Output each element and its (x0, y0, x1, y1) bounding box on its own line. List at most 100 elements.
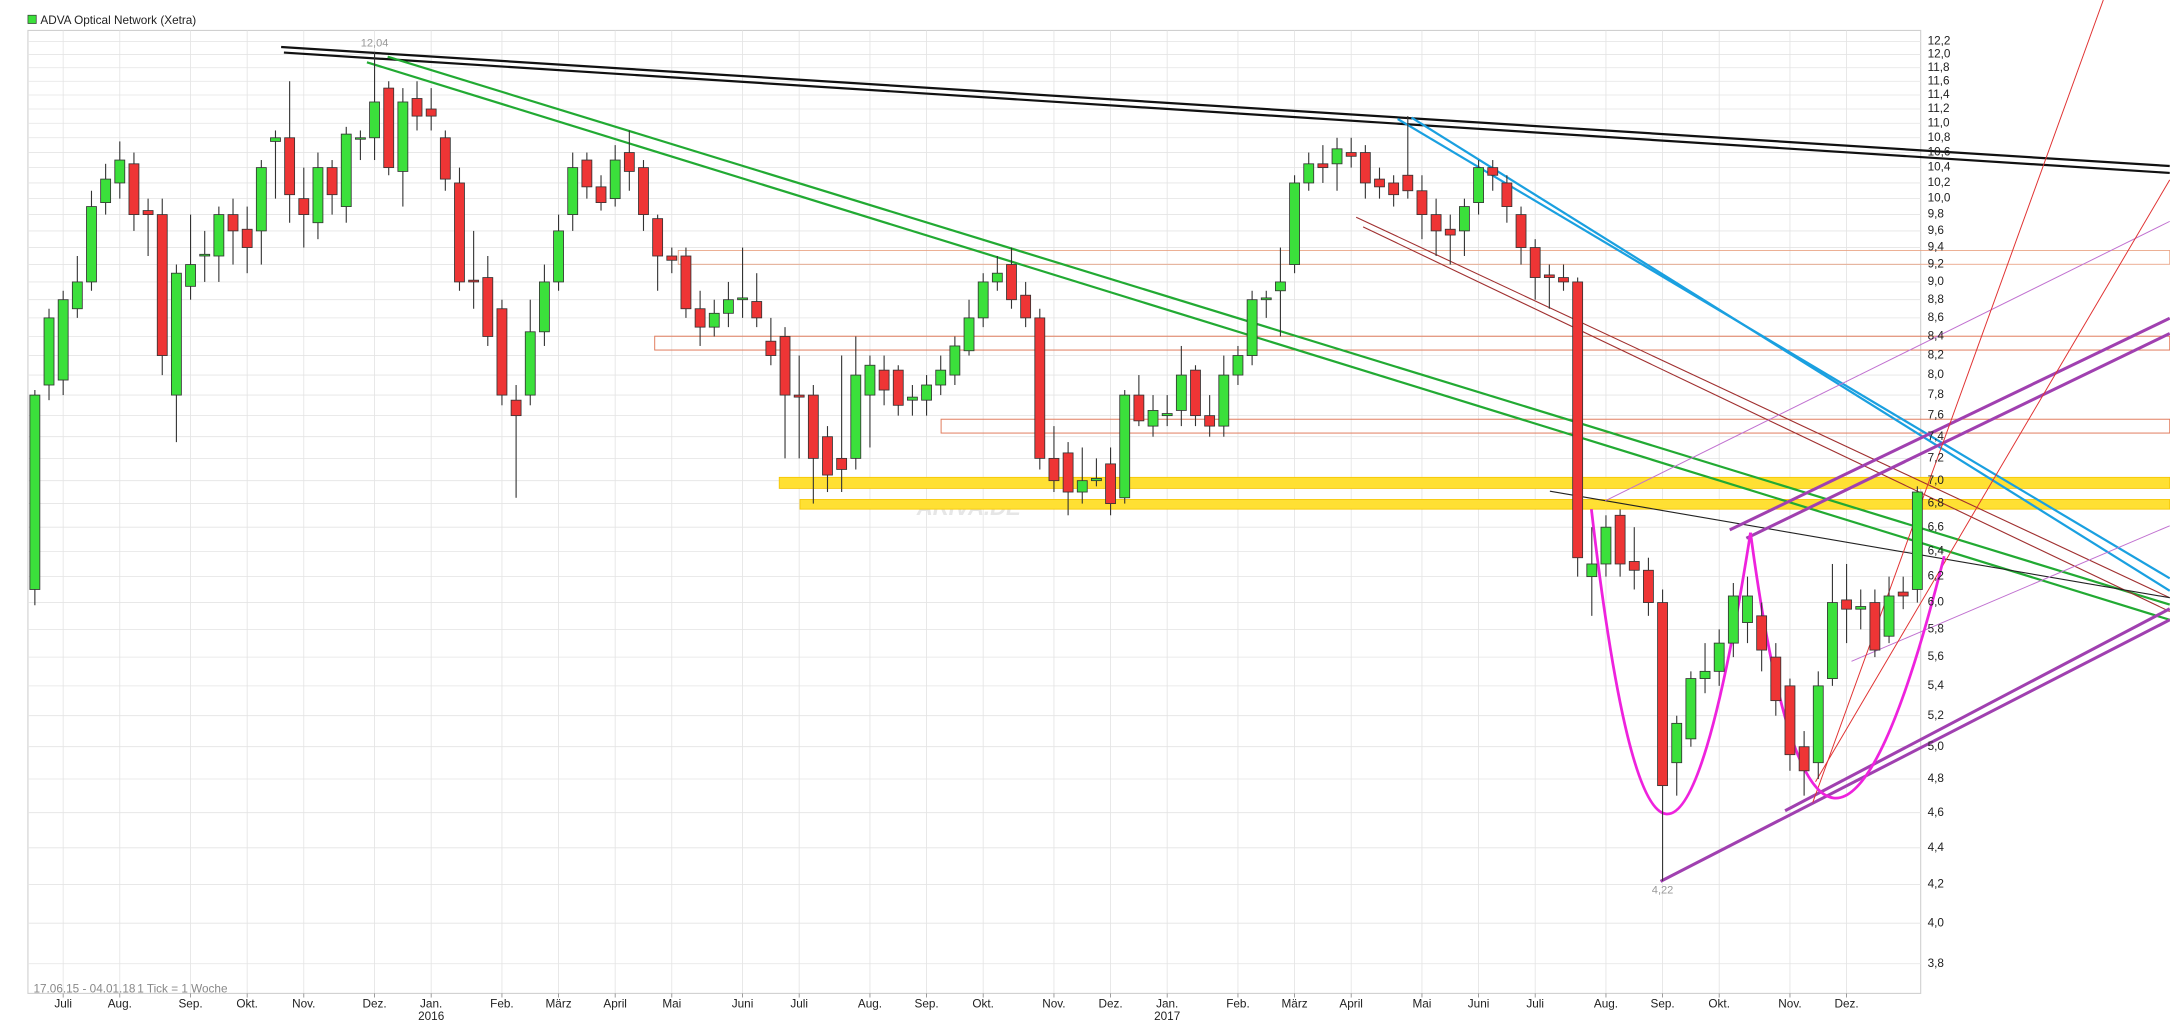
candle-body (1742, 595, 1753, 623)
extreme-label: 12,04 (361, 37, 389, 49)
x-tick-label: Mai (662, 998, 681, 1011)
y-tick-label: 11,6 (1928, 74, 1950, 87)
trend-line (1355, 216, 2170, 599)
date-range: 17.06.15 - 04.01.18 (33, 982, 135, 995)
candle-body (1756, 615, 1768, 651)
y-tick-label: 10,6 (1928, 146, 1951, 159)
y-tick-label: 7,8 (1928, 388, 1945, 401)
y-tick-label: 9,6 (1928, 224, 1945, 237)
candle-body (1161, 413, 1173, 417)
y-tick-label: 3,8 (1928, 957, 1945, 970)
candle-body (524, 331, 536, 396)
candle-body (439, 137, 451, 180)
x-tick-label: Feb. (1226, 998, 1250, 1011)
drawings (281, 0, 2170, 883)
y-tick-label: 4,0 (1928, 916, 1945, 929)
candle-body (326, 167, 338, 196)
candle-body (581, 159, 593, 188)
x-tick-label: Okt. (236, 998, 258, 1011)
x-tick-label: Sep. (914, 998, 938, 1011)
trend-line (1745, 332, 2170, 540)
candle-body (779, 336, 791, 396)
y-tick-label: 9,4 (1928, 241, 1945, 254)
candle-body (935, 369, 947, 386)
candle-body (1246, 299, 1258, 356)
candle-body (270, 137, 281, 142)
candle-body (1331, 148, 1343, 165)
candle-body (1897, 591, 1909, 597)
y-tick-label: 6,2 (1928, 570, 1944, 583)
trend-line (1851, 525, 2170, 662)
candle-body (171, 272, 182, 396)
candle-body (1105, 463, 1116, 504)
candle-body (850, 374, 862, 459)
candle-body (878, 369, 890, 391)
candle-body (1628, 561, 1640, 571)
candle-body (199, 253, 211, 257)
trend-line (1784, 607, 2170, 813)
candle-body (595, 186, 607, 203)
candle-body (1812, 685, 1824, 764)
candle-body (864, 364, 876, 396)
candle-body (1133, 394, 1145, 422)
x-tick-label: Juli (1526, 998, 1544, 1011)
candle-body (907, 396, 918, 401)
candle-body (1119, 394, 1131, 499)
y-tick-label: 9,0 (1928, 275, 1945, 288)
candle-body (185, 264, 196, 287)
x-tick-label: April (603, 998, 627, 1011)
candle-body (751, 301, 763, 319)
trend-line (387, 55, 2170, 606)
candle-body (822, 436, 833, 476)
candle-body (1727, 595, 1739, 644)
candle-body (355, 137, 366, 140)
candle-body (369, 101, 380, 139)
candle-body (567, 167, 579, 216)
candle-body (892, 369, 904, 406)
y-tick-label: 11,2 (1928, 102, 1950, 115)
support-band (778, 476, 2170, 489)
candle-body (1515, 214, 1527, 248)
candle-body (623, 152, 635, 172)
candle-body (1062, 452, 1074, 493)
x-tick-label: Sep. (1650, 998, 1674, 1011)
x-tick-label: Mai (1412, 998, 1431, 1011)
candle-body (43, 317, 55, 386)
candle-body (1855, 606, 1867, 610)
candle-body (723, 299, 734, 314)
cup-curve (1590, 508, 1752, 816)
candle-body (1869, 602, 1881, 651)
y-tick-label: 6,0 (1928, 596, 1945, 609)
candle-body (1091, 477, 1102, 482)
candle-body (1841, 599, 1852, 610)
candle-body (496, 308, 508, 396)
candle-body (29, 394, 41, 590)
trend-line (1362, 226, 2170, 613)
x-tick-label: Dez. (362, 998, 386, 1011)
candle-body (1798, 746, 1810, 772)
y-tick-label: 4,2 (1928, 878, 1944, 891)
x-tick-label: Jan. (420, 998, 442, 1011)
y-tick-label: 7,2 (1928, 451, 1944, 464)
candle-body (991, 272, 1003, 283)
y-tick-label: 7,6 (1928, 409, 1945, 422)
x-tick-label: Juli (54, 998, 72, 1011)
y-tick-label: 4,6 (1928, 806, 1945, 819)
candle-body (539, 281, 550, 333)
x-tick-label: Okt. (1708, 998, 1730, 1011)
extreme-label: 4,22 (1652, 884, 1674, 896)
trend-line (1815, 179, 2170, 782)
candle-body (340, 133, 352, 207)
y-tick-label: 8,6 (1928, 311, 1945, 324)
y-tick-label: 8,8 (1928, 293, 1945, 306)
y-tick-label: 8,4 (1928, 330, 1945, 343)
candle-body (425, 108, 437, 117)
candle-body (1430, 214, 1442, 232)
candle-body (765, 340, 777, 356)
candle-body (708, 312, 720, 328)
y-tick-label: 6,6 (1928, 520, 1945, 533)
y-tick-label: 5,2 (1928, 709, 1944, 722)
trend-line (283, 51, 2170, 175)
candle-body (1020, 294, 1032, 319)
